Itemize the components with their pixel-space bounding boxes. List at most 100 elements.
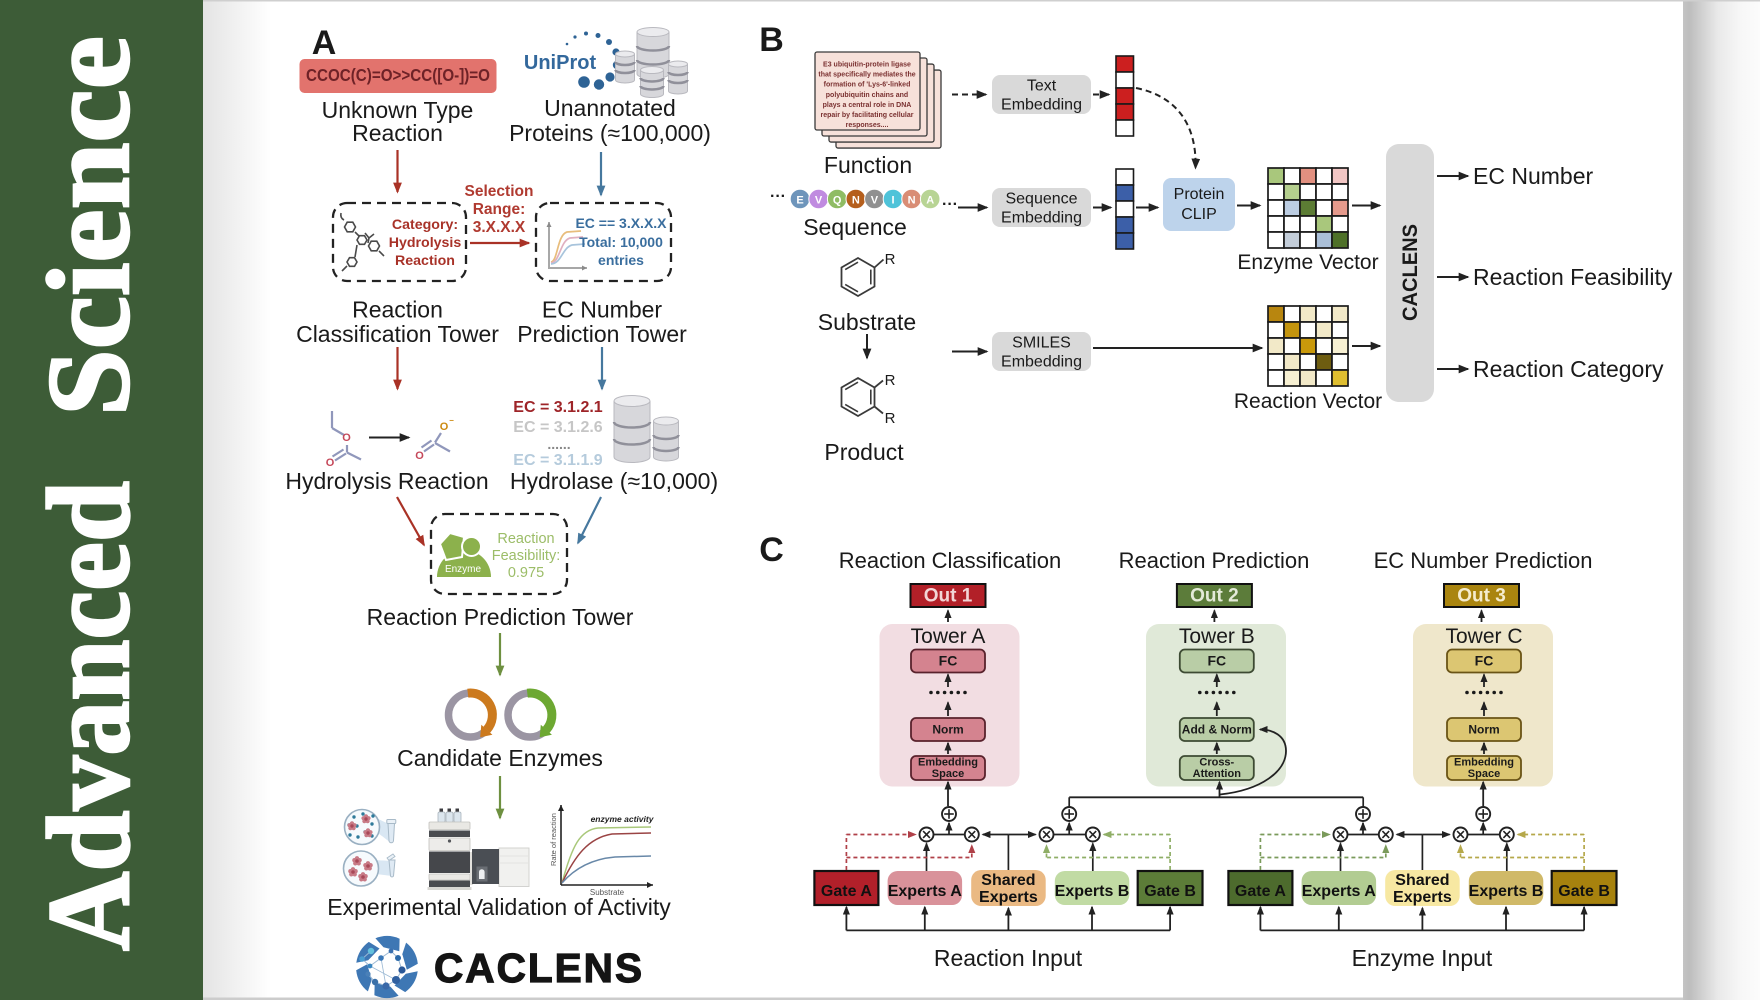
svg-text:Sequence: Sequence [803,214,907,240]
svg-text:Unknown Type: Unknown Type [322,97,474,123]
svg-text:Gate B: Gate B [1558,883,1610,900]
svg-text:Hydrolysis Reaction: Hydrolysis Reaction [285,468,488,494]
svg-text:O: O [440,421,449,433]
svg-text:Enzyme Input: Enzyme Input [1352,945,1493,971]
svg-text:plays a central role in DNA: plays a central role in DNA [823,102,912,109]
svg-text:Experts B: Experts B [1469,883,1544,900]
svg-text:Reaction Classification: Reaction Classification [839,548,1062,573]
svg-text:polyubiquitin chains and: polyubiquitin chains and [826,92,908,99]
svg-text:that specifically mediates the: that specifically mediates the [818,72,915,79]
svg-text:Reaction Prediction: Reaction Prediction [1119,548,1310,573]
svg-text:Space: Space [932,768,964,780]
svg-text:Embedding: Embedding [1001,210,1082,227]
svg-text:Shared: Shared [981,872,1035,889]
svg-text:Add & Norm: Add & Norm [1182,723,1252,737]
svg-text:Shared: Shared [1395,872,1449,889]
svg-text:EC = 3.1.2.6: EC = 3.1.2.6 [513,419,602,436]
svg-text:EC = 3.1.2.1: EC = 3.1.2.1 [513,399,602,416]
svg-text:SMILES: SMILES [1012,335,1071,352]
svg-text:formation of 'Lys-6'-linked: formation of 'Lys-6'-linked [824,82,911,89]
svg-text:V: V [815,194,823,206]
svg-text:Reaction Input: Reaction Input [934,945,1083,971]
svg-text:Reaction: Reaction [497,531,554,547]
svg-text:Out 2: Out 2 [1190,586,1239,607]
svg-text:O: O [326,457,335,469]
svg-text:···: ··· [942,196,958,213]
svg-text:B: B [759,21,784,59]
svg-text:Reaction Vector: Reaction Vector [1234,390,1382,413]
svg-text:Tower A: Tower A [911,625,986,648]
svg-text:Prediction Tower: Prediction Tower [517,321,687,347]
svg-text:Proteins (≈100,000): Proteins (≈100,000) [509,120,711,146]
svg-text:Category:: Category: [392,217,458,233]
svg-text:Hydrolase (≈10,000): Hydrolase (≈10,000) [510,468,718,494]
svg-text:FC: FC [1475,653,1494,669]
svg-text:Product: Product [824,439,904,465]
svg-text:Gate A: Gate A [821,883,872,900]
svg-text:N: N [908,194,916,206]
svg-text:A: A [312,24,337,62]
svg-text:Norm: Norm [932,723,963,737]
svg-text:Total: 10,000: Total: 10,000 [579,234,663,250]
svg-text:E: E [796,194,803,206]
svg-text:R: R [885,251,896,268]
svg-text:EC Number: EC Number [542,297,662,323]
svg-text:3.X.X.X: 3.X.X.X [473,219,526,236]
svg-text:Protein: Protein [1174,186,1225,203]
svg-text:Experimental Validation of Act: Experimental Validation of Activity [327,894,671,920]
svg-text:Substrate: Substrate [590,888,625,897]
svg-text:Embedding: Embedding [1001,354,1082,371]
svg-text:V: V [871,194,879,206]
svg-text:Experts: Experts [979,889,1038,906]
svg-text:EC == 3.X.X.X: EC == 3.X.X.X [575,215,667,231]
svg-text:......: ...... [547,436,570,452]
svg-text:−: − [449,416,454,425]
svg-text:enzyme activity: enzyme activity [591,814,655,824]
svg-text:Experts B: Experts B [1055,883,1130,900]
svg-text:CLIP: CLIP [1181,206,1217,223]
svg-text:Attention: Attention [1193,768,1242,780]
svg-text:Reaction Prediction Tower: Reaction Prediction Tower [367,604,634,630]
svg-text:Reaction Category: Reaction Category [1473,356,1664,382]
svg-text:Candidate Enzymes: Candidate Enzymes [397,745,603,771]
svg-text:Classification Tower: Classification Tower [296,321,499,347]
svg-text:Experts A: Experts A [888,883,963,900]
svg-text:repair by facilitating cellula: repair by facilitating cellular [821,112,914,119]
svg-text:Out 1: Out 1 [924,586,973,607]
svg-text:Text: Text [1027,78,1057,95]
svg-text:Experts A: Experts A [1302,883,1377,900]
svg-text:Hydrolysis: Hydrolysis [389,235,462,251]
svg-text:Embedding: Embedding [918,757,978,769]
svg-text:EC Number: EC Number [1473,163,1593,189]
svg-text:Gate B: Gate B [1144,883,1196,900]
svg-text:Unannotated: Unannotated [544,95,676,121]
svg-text:Selection: Selection [465,183,534,200]
svg-text:Function: Function [824,152,912,178]
svg-text:Enzyme Vector: Enzyme Vector [1237,251,1378,274]
svg-text:Reaction: Reaction [352,297,443,323]
svg-text:Reaction: Reaction [395,253,455,269]
svg-text:Norm: Norm [1468,723,1499,737]
svg-text:Advanced: Advanced [23,481,154,951]
svg-text:···: ··· [770,188,786,205]
svg-text:Embedding: Embedding [1001,97,1082,114]
svg-text:O: O [415,450,424,462]
svg-text:Out 3: Out 3 [1457,586,1506,607]
svg-text:Space: Space [1468,768,1500,780]
svg-text:Rate of reaction: Rate of reaction [549,813,558,866]
svg-text:FC: FC [939,653,958,669]
svg-text:C: C [759,531,784,569]
svg-text:E3 ubiquitin-protein ligase: E3 ubiquitin-protein ligase [823,62,911,69]
svg-text:N: N [852,194,860,206]
svg-text:R: R [885,410,896,427]
svg-text:Q: Q [833,194,842,206]
svg-text:Tower B: Tower B [1179,625,1255,648]
svg-text:EC Number Prediction: EC Number Prediction [1374,548,1593,573]
svg-text:CACLENS: CACLENS [1399,224,1422,321]
svg-text:Science: Science [23,36,154,416]
svg-text:responses....: responses.... [846,122,889,129]
svg-text:Enzyme: Enzyme [445,564,482,575]
svg-text:Gate A: Gate A [1235,883,1286,900]
svg-text:UniProt: UniProt [524,52,597,74]
svg-text:O: O [342,432,351,444]
